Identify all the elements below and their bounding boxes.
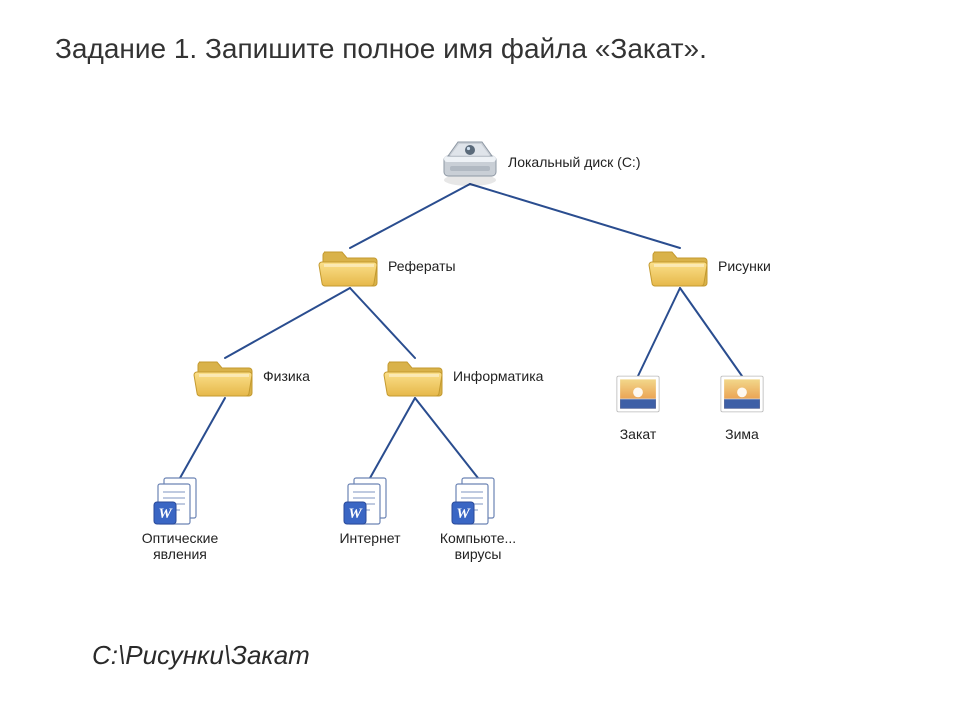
node-label: Компьюте... вирусы — [418, 530, 538, 562]
folder-icon — [318, 240, 382, 292]
file-tree-diagram: Локальный диск (С:) Рефераты Рисунки Физ… — [0, 0, 960, 720]
answer-text: C:\Рисунки\Закат — [92, 640, 310, 671]
tree-node-winter: Зима — [682, 370, 802, 442]
tree-node-net: W Интернет — [310, 474, 430, 546]
svg-text:W: W — [456, 506, 471, 522]
folder-icon — [648, 240, 712, 292]
tree-node-pics — [620, 240, 740, 296]
node-label: Интернет — [310, 530, 430, 546]
tree-node-root — [410, 136, 530, 192]
folder-icon — [383, 350, 447, 402]
tree-node-sunset: Закат — [578, 370, 698, 442]
svg-text:W: W — [158, 506, 173, 522]
image-icon — [606, 370, 670, 422]
doc-icon: W — [148, 474, 212, 526]
tree-node-info — [355, 350, 475, 406]
svg-text:W: W — [348, 506, 363, 522]
folder-icon — [193, 350, 257, 402]
tree-edges — [0, 0, 960, 720]
node-label: Оптические явления — [120, 530, 240, 562]
tree-node-opt: W Оптические явления — [120, 474, 240, 562]
node-label: Зима — [682, 426, 802, 442]
doc-icon: W — [446, 474, 510, 526]
image-icon — [710, 370, 774, 422]
tree-node-virus: W Компьюте... вирусы — [418, 474, 538, 562]
tree-node-phys — [165, 350, 285, 406]
page: Задание 1. Запишите полное имя файла «За… — [0, 0, 960, 720]
node-label: Закат — [578, 426, 698, 442]
doc-icon: W — [338, 474, 402, 526]
drive-icon — [438, 136, 502, 188]
tree-node-refs — [290, 240, 410, 296]
